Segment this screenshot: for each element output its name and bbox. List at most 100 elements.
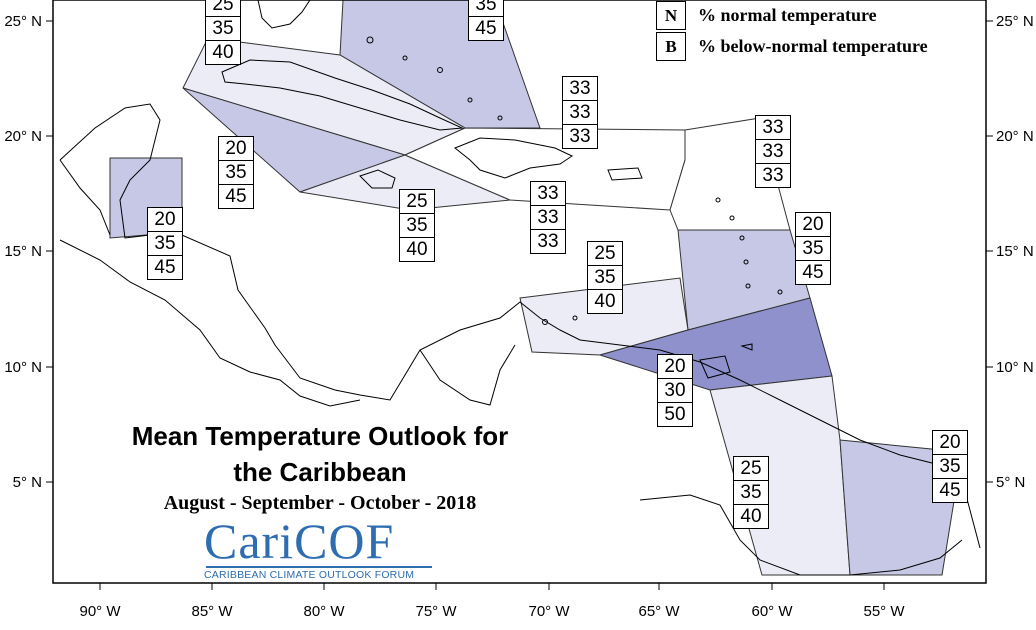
island (745, 283, 751, 289)
prob-above: 20 (219, 137, 253, 161)
prob-below: 33 (762, 165, 784, 186)
lat-tick-label: 25° N (996, 13, 1034, 30)
prob-normal: 35 (588, 266, 622, 290)
legend-row-below: B % below-normal temperature (656, 31, 976, 62)
prob-normal: 33 (531, 206, 565, 230)
island (729, 215, 735, 221)
prob-above: 25 (734, 457, 768, 481)
prob-box-turks-caicos: 33 33 33 (562, 76, 598, 149)
prob-normal: 33 (756, 140, 790, 164)
island (715, 197, 721, 203)
prob-normal: 35 (400, 214, 434, 238)
legend-key-normal: N (656, 1, 686, 30)
prob-below: 50 (664, 404, 686, 425)
lon-tick-marks (99, 583, 885, 590)
lat-tick-label: 5° N (13, 474, 42, 491)
prob-normal: 33 (563, 101, 597, 125)
lon-tick-label: 65° W (638, 603, 680, 620)
prob-below: 40 (212, 42, 234, 63)
prob-below: 45 (225, 186, 247, 207)
island (542, 319, 548, 325)
prob-above: 33 (756, 116, 790, 140)
prob-above: 25 (206, 0, 240, 17)
zone-guyana (709, 375, 851, 576)
lat-tick-label: 10° N (4, 359, 42, 376)
island (739, 235, 745, 241)
prob-above: 25 (400, 190, 434, 214)
lat-tick-marks (46, 20, 993, 483)
prob-below: 40 (406, 239, 428, 260)
island (366, 36, 374, 44)
coastlines (59, 0, 981, 576)
island (777, 289, 783, 295)
lat-tick-label: 20° N (4, 128, 42, 145)
colombia-coast (419, 344, 516, 406)
prob-above: 33 (531, 182, 565, 206)
prob-above: 25 (588, 242, 622, 266)
legend: N % normal temperature B % below-normal … (656, 0, 976, 62)
lat-tick-label: 25° N (4, 13, 42, 30)
lat-tick-label: 10° N (996, 359, 1034, 376)
island (437, 67, 443, 73)
prob-below: 45 (475, 18, 497, 39)
lat-tick-labels-left: 25° N 20° N 15° N 10° N 5° N (4, 13, 42, 491)
legend-label-below: % below-normal temperature (698, 36, 928, 56)
logo-wordmark: CariCOF (204, 513, 395, 569)
prob-box-bahamas: 35 45 (468, 0, 504, 41)
puerto-rico-outline (607, 167, 643, 181)
map-title: Mean Temperature Outlook for the Caribbe… (131, 421, 509, 487)
prob-box-guyana: 25 35 40 (733, 456, 769, 529)
lon-tick-labels: 90° W 85° W 80° W 75° W 70° W 65° W 60° … (79, 603, 905, 620)
pacific-coast (59, 239, 361, 407)
logo-tagline: CARIBBEAN CLIMATE OUTLOOK FORUM (204, 569, 415, 581)
lon-tick-label: 70° W (528, 603, 570, 620)
prob-box-abc-islands: 25 35 40 (587, 241, 623, 314)
prob-below: 40 (594, 291, 616, 312)
prob-below: 45 (802, 262, 824, 283)
caricof-logo: CariCOF CARIBBEAN CLIMATE OUTLOOK FORUM (200, 512, 440, 582)
prob-box-windward-islands: 20 35 45 (795, 212, 831, 285)
lon-tick-label: 85° W (191, 603, 233, 620)
logo-underline (206, 566, 432, 568)
lon-tick-label: 80° W (303, 603, 345, 620)
tobago-outline (740, 343, 753, 351)
lat-tick-label: 15° N (4, 243, 42, 260)
prob-box-cayman-western: 20 35 45 (218, 136, 254, 209)
prob-above: 20 (658, 355, 692, 379)
prob-normal: 35 (933, 455, 967, 479)
legend-row-normal: N % normal temperature (656, 0, 976, 31)
prob-normal: 35 (148, 232, 182, 256)
jamaica-outline (359, 169, 396, 189)
lat-tick-label: 15° N (996, 243, 1034, 260)
island (497, 115, 503, 121)
prob-box-hispaniola: 33 33 33 (530, 181, 566, 254)
prob-below: 40 (740, 506, 762, 527)
lon-tick-label: 75° W (415, 603, 457, 620)
prob-box-jamaica: 25 35 40 (399, 189, 435, 262)
prob-normal: 35 (219, 161, 253, 185)
prob-above: 33 (563, 77, 597, 101)
island (572, 315, 578, 321)
prob-normal: 35 (206, 17, 240, 41)
lat-tick-label: 20° N (996, 128, 1034, 145)
islands (366, 36, 783, 325)
island (743, 259, 749, 265)
central-america-coast (59, 103, 981, 549)
cuba-outline (221, 59, 464, 131)
lat-tick-label: 5° N (996, 474, 1025, 491)
lon-tick-label: 55° W (863, 603, 905, 620)
prob-below: 33 (537, 231, 559, 252)
legend-label-normal: % normal temperature (698, 5, 877, 25)
prob-normal: 35 (734, 481, 768, 505)
trinidad-outline (699, 355, 731, 379)
prob-below: 45 (939, 480, 961, 501)
prob-above: 20 (933, 431, 967, 455)
lon-tick-label: 60° W (751, 603, 793, 620)
florida-coast (257, 0, 311, 29)
island (467, 97, 473, 103)
prob-box-suriname-french-guiana: 20 35 45 (932, 430, 968, 503)
prob-below: 45 (154, 257, 176, 278)
south-america-interior (639, 494, 963, 576)
zone-suriname-french-guiana (839, 439, 963, 576)
